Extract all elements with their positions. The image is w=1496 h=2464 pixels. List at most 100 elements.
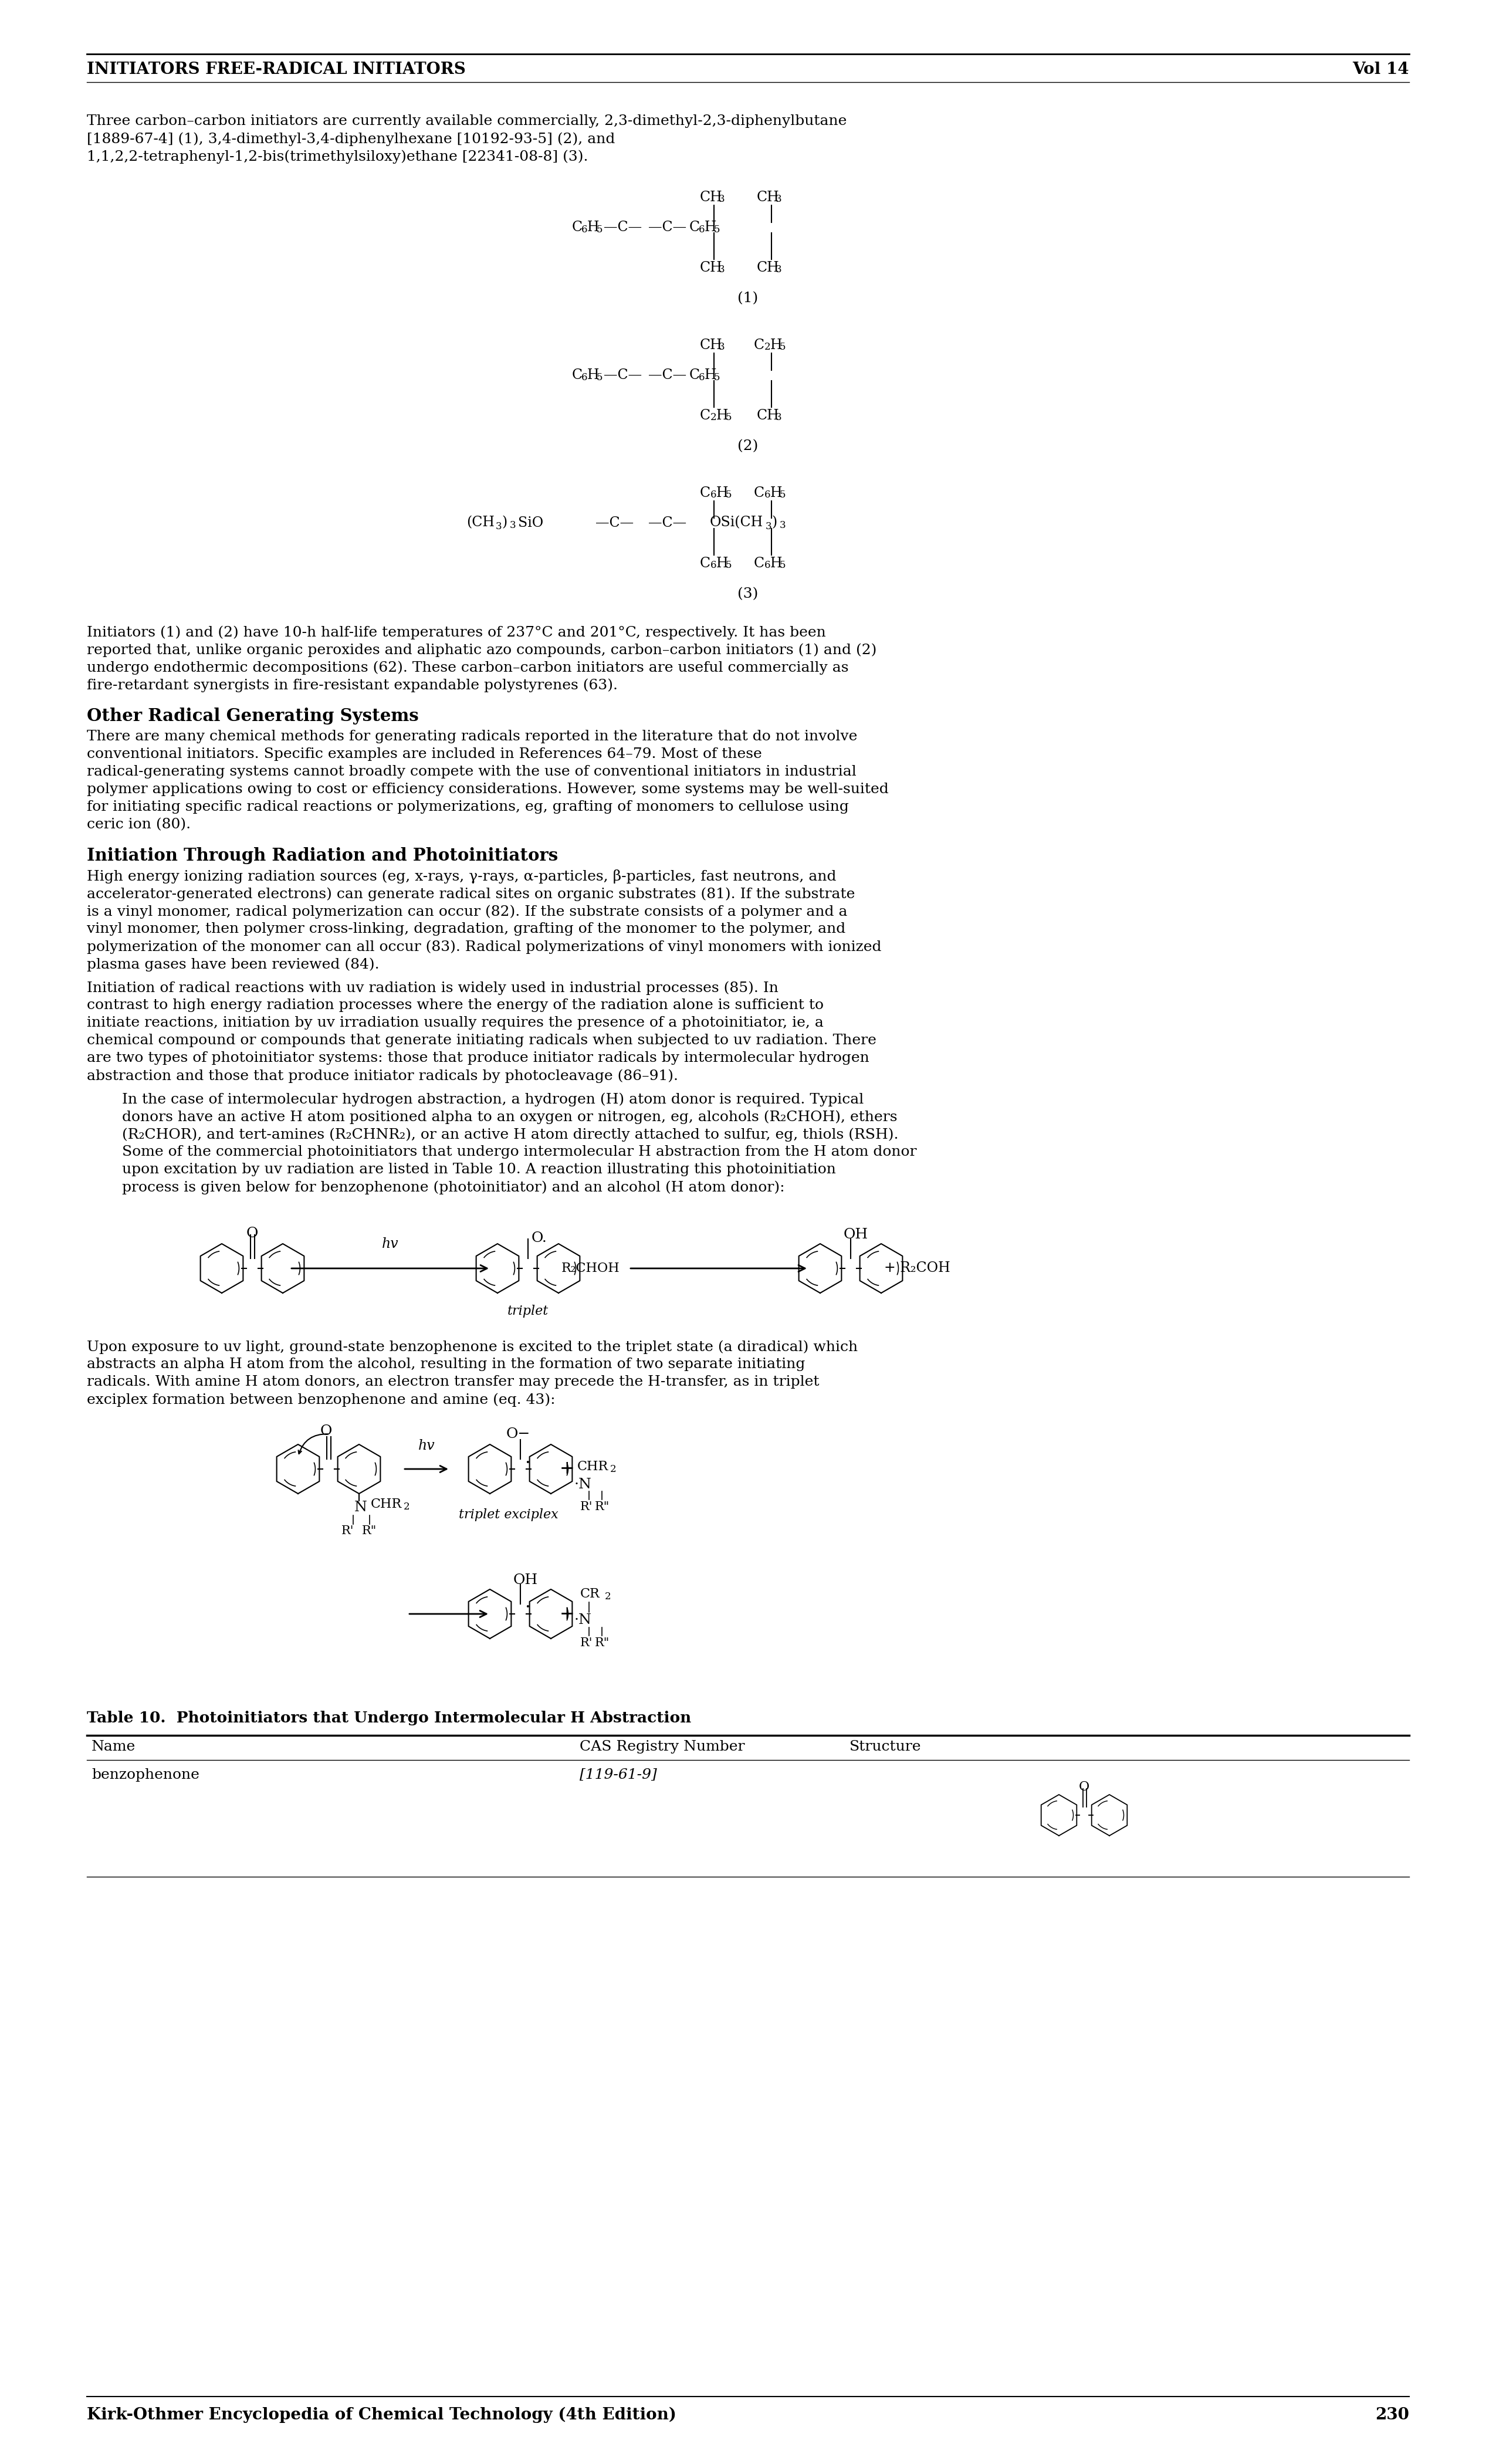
Text: 5: 5 xyxy=(714,224,720,234)
Text: ceric ion (80).: ceric ion (80). xyxy=(87,818,191,830)
Text: 6: 6 xyxy=(764,490,770,500)
Text: CH: CH xyxy=(700,261,723,274)
Text: 5: 5 xyxy=(597,224,603,234)
Text: Vol 14: Vol 14 xyxy=(1352,62,1409,76)
Text: C: C xyxy=(700,557,711,569)
Text: donors have an active H atom positioned alpha to an oxygen or nitrogen, eg, alco: donors have an active H atom positioned … xyxy=(123,1109,898,1124)
Text: 2: 2 xyxy=(604,1592,610,1602)
Text: 5: 5 xyxy=(726,411,732,421)
Text: (CH: (CH xyxy=(467,515,495,530)
Text: OH: OH xyxy=(513,1572,539,1587)
Text: O: O xyxy=(1079,1779,1089,1794)
Text: 6: 6 xyxy=(582,224,588,234)
Text: H: H xyxy=(770,557,782,569)
Text: Name: Name xyxy=(91,1740,136,1754)
Text: ·: · xyxy=(525,1599,530,1616)
Text: (R₂CHOR), and tert-amines (R₂CHNR₂), or an active H atom directly attached to su: (R₂CHOR), and tert-amines (R₂CHNR₂), or … xyxy=(123,1129,899,1141)
Text: Initiation of radical reactions with uv radiation is widely used in industrial p: Initiation of radical reactions with uv … xyxy=(87,981,778,995)
Text: Structure: Structure xyxy=(850,1740,922,1754)
Text: plasma gases have been reviewed (84).: plasma gases have been reviewed (84). xyxy=(87,958,380,971)
Text: 5: 5 xyxy=(779,342,785,352)
Text: abstraction and those that produce initiator radicals by photocleavage (86–91).: abstraction and those that produce initi… xyxy=(87,1069,678,1082)
Text: ): ) xyxy=(772,515,776,530)
Text: Other Radical Generating Systems: Other Radical Generating Systems xyxy=(87,707,419,724)
Text: 3: 3 xyxy=(775,264,782,274)
Text: 6: 6 xyxy=(764,559,770,569)
Text: Table 10.  Photoinitiators that Undergo Intermolecular H Abstraction: Table 10. Photoinitiators that Undergo I… xyxy=(87,1710,691,1725)
Text: 6: 6 xyxy=(711,490,717,500)
Text: High energy ionizing radiation sources (eg, x-rays, γ-rays, α-particles, β-parti: High energy ionizing radiation sources (… xyxy=(87,870,836,885)
Text: O−: O− xyxy=(506,1427,530,1441)
Text: ·N: ·N xyxy=(574,1614,592,1626)
Text: + R₂COH: + R₂COH xyxy=(884,1262,950,1276)
Text: 230: 230 xyxy=(1375,2407,1409,2422)
Text: 3: 3 xyxy=(775,195,782,205)
Text: ): ) xyxy=(501,515,507,530)
Text: Upon exposure to uv light, ground-state benzophenone is excited to the triplet s: Upon exposure to uv light, ground-state … xyxy=(87,1340,857,1353)
Text: 6: 6 xyxy=(699,372,705,382)
Text: 3: 3 xyxy=(779,520,785,530)
Text: R": R" xyxy=(595,1639,610,1648)
Text: 5: 5 xyxy=(779,490,785,500)
Text: accelerator-generated electrons) can generate radical sites on organic substrate: accelerator-generated electrons) can gen… xyxy=(87,887,856,902)
Text: CH: CH xyxy=(700,338,723,352)
Text: C: C xyxy=(571,367,582,382)
Text: (3): (3) xyxy=(738,586,758,601)
Text: —C—: —C— xyxy=(648,515,687,530)
Text: 5: 5 xyxy=(714,372,720,382)
Text: [1889-67-4] (1), 3,4-dimethyl-3,4-diphenylhexane [10192-93-5] (2), and: [1889-67-4] (1), 3,4-dimethyl-3,4-diphen… xyxy=(87,133,615,145)
Text: H: H xyxy=(717,557,729,569)
Text: exciplex formation between benzophenone and amine (eq. 43):: exciplex formation between benzophenone … xyxy=(87,1392,555,1407)
Text: contrast to high energy radiation processes where the energy of the radiation al: contrast to high energy radiation proces… xyxy=(87,998,824,1013)
Text: process is given below for benzophenone (photoinitiator) and an alcohol (H atom : process is given below for benzophenone … xyxy=(123,1180,785,1195)
Text: OSi(CH: OSi(CH xyxy=(711,515,763,530)
Text: H: H xyxy=(705,367,717,382)
Text: —C—: —C— xyxy=(648,367,687,382)
Text: 6: 6 xyxy=(711,559,717,569)
Text: upon excitation by uv radiation are listed in Table 10. A reaction illustrating : upon excitation by uv radiation are list… xyxy=(123,1163,836,1175)
Text: [119-61-9]: [119-61-9] xyxy=(579,1769,657,1781)
Text: radical-generating systems cannot broadly compete with the use of conventional i: radical-generating systems cannot broadl… xyxy=(87,764,856,779)
Text: hv: hv xyxy=(381,1237,398,1252)
Text: O: O xyxy=(320,1424,332,1439)
Text: C: C xyxy=(690,367,700,382)
Text: —C—: —C— xyxy=(604,219,642,234)
Text: Some of the commercial photoinitiators that undergo intermolecular H abstraction: Some of the commercial photoinitiators t… xyxy=(123,1146,917,1158)
Text: polymerization of the monomer can all occur (83). Radical polymerizations of vin: polymerization of the monomer can all oc… xyxy=(87,939,881,954)
Text: hv: hv xyxy=(417,1439,435,1454)
Text: C: C xyxy=(700,409,711,421)
Text: In the case of intermolecular hydrogen abstraction, a hydrogen (H) atom donor is: In the case of intermolecular hydrogen a… xyxy=(123,1092,863,1106)
Text: 6: 6 xyxy=(582,372,588,382)
Text: CH: CH xyxy=(757,261,779,274)
Text: —C—: —C— xyxy=(648,219,687,234)
Text: H: H xyxy=(770,485,782,500)
Text: 6: 6 xyxy=(699,224,705,234)
Text: H: H xyxy=(588,219,600,234)
Text: CR: CR xyxy=(580,1587,600,1602)
Text: —C—: —C— xyxy=(595,515,634,530)
Text: (2): (2) xyxy=(738,439,758,453)
Text: initiate reactions, initiation by uv irradiation usually requires the presence o: initiate reactions, initiation by uv irr… xyxy=(87,1015,824,1030)
Text: undergo endothermic decompositions (62). These carbon–carbon initiators are usef: undergo endothermic decompositions (62).… xyxy=(87,660,848,675)
Text: triplet: triplet xyxy=(507,1306,549,1318)
Text: CHR: CHR xyxy=(577,1461,609,1473)
Text: R₂CHOH: R₂CHOH xyxy=(561,1262,619,1274)
Text: There are many chemical methods for generating radicals reported in the literatu: There are many chemical methods for gene… xyxy=(87,729,857,744)
Text: are two types of photoinitiator systems: those that produce initiator radicals b: are two types of photoinitiator systems:… xyxy=(87,1052,869,1064)
Text: +: + xyxy=(560,1604,574,1624)
Text: Initiators (1) and (2) have 10-h half-life temperatures of 237°C and 201°C, resp: Initiators (1) and (2) have 10-h half-li… xyxy=(87,626,826,638)
Text: O: O xyxy=(247,1227,259,1239)
Text: R": R" xyxy=(362,1525,377,1538)
Text: 3: 3 xyxy=(495,522,503,532)
Text: radicals. With amine H atom donors, an electron transfer may precede the H-trans: radicals. With amine H atom donors, an e… xyxy=(87,1375,820,1390)
Text: benzophenone: benzophenone xyxy=(91,1769,199,1781)
Text: 2: 2 xyxy=(610,1464,616,1473)
Text: 3: 3 xyxy=(718,195,726,205)
Text: H: H xyxy=(717,409,729,421)
Text: 1,1,2,2-tetraphenyl-1,2-bis(trimethylsiloxy)ethane [22341-08-8] (3).: 1,1,2,2-tetraphenyl-1,2-bis(trimethylsil… xyxy=(87,150,588,163)
Text: OH: OH xyxy=(844,1227,868,1242)
Text: C: C xyxy=(754,338,764,352)
Text: H: H xyxy=(717,485,729,500)
Text: 3: 3 xyxy=(766,522,772,532)
Text: N: N xyxy=(355,1501,367,1515)
